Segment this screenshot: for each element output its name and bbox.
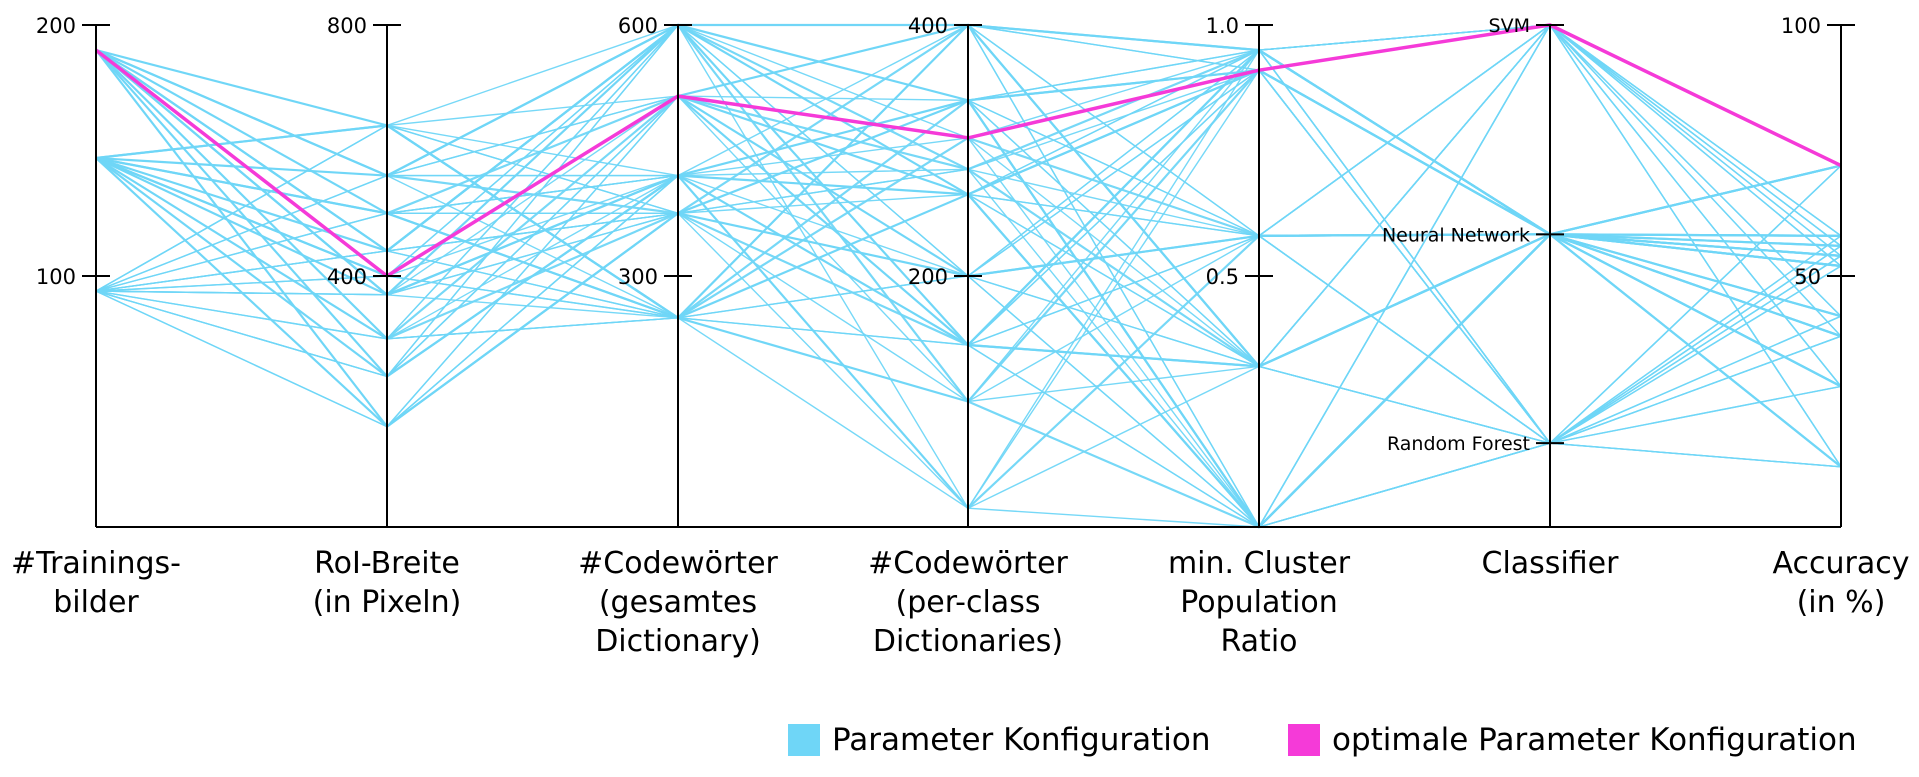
- tick-label: 800: [327, 14, 367, 38]
- category-label: SVM: [1489, 15, 1530, 37]
- axis-4: 400 200 #Codewörter (per-class Dictionaries): [868, 14, 1068, 659]
- tick-label: 100: [36, 265, 76, 289]
- category-label: Random Forest: [1387, 433, 1530, 455]
- legend-swatch: [1288, 724, 1320, 756]
- axis-title: Classifier: [1482, 546, 1620, 581]
- legend: Parameter Konfiguration optimale Paramete…: [788, 722, 1857, 758]
- tick-label: 400: [327, 265, 367, 289]
- tick-label: 100: [1781, 14, 1821, 38]
- axis-title: (in %): [1797, 585, 1886, 620]
- axes: 200 100 #Trainings-bilder 800 400 RoI-Breite (…: [11, 14, 1909, 659]
- legend-label: optimale Parameter Konfiguration: [1332, 722, 1857, 758]
- axis-title: (per-class: [896, 585, 1041, 620]
- tick-label: 300: [618, 265, 658, 289]
- legend-item: Parameter Konfiguration: [788, 722, 1211, 758]
- tick-label: 50: [1794, 265, 1821, 289]
- legend-label: Parameter Konfiguration: [832, 722, 1211, 758]
- axis-6: SVM Neural Network Random Forest Classifier: [1382, 15, 1619, 581]
- axis-title: Dictionary): [595, 624, 761, 659]
- axis-7: 100 50 Accuracy (in %): [1773, 14, 1910, 620]
- axis-3: 600 300 #Codewörter (gesamtes Dictionary): [578, 14, 778, 659]
- axis-title: RoI-Breite: [314, 546, 460, 581]
- tick-label: 1.0: [1206, 14, 1239, 38]
- tick-label: 200: [908, 265, 948, 289]
- axis-2: 800 400 RoI-Breite (in Pixeln): [313, 14, 462, 620]
- axis-1: 200 100 #Trainings-bilder: [11, 14, 181, 620]
- axis-title: (in Pixeln): [313, 585, 462, 620]
- legend-swatch: [788, 724, 820, 756]
- axis-title: #Codewörter: [578, 546, 778, 581]
- tick-label: 600: [618, 14, 658, 38]
- axis-title: min. Cluster: [1168, 546, 1351, 581]
- axis-title: Dictionaries): [873, 624, 1063, 659]
- legend-item: optimale Parameter Konfiguration: [1288, 722, 1857, 758]
- axis-title: Accuracy: [1773, 546, 1910, 581]
- category-label: Neural Network: [1382, 224, 1530, 246]
- axis-5: 1.0 0.5 min. Cluster Population Ratio: [1168, 14, 1351, 659]
- tick-label: 400: [908, 14, 948, 38]
- tick-label: 0.5: [1206, 265, 1239, 289]
- axis-title: Population: [1180, 585, 1338, 620]
- axis-title: bilder: [53, 585, 139, 620]
- axis-title: Ratio: [1220, 624, 1297, 659]
- axis-title: (gesamtes: [599, 585, 757, 620]
- axis-title: #Trainings-: [11, 546, 181, 581]
- axis-title: #Codewörter: [868, 546, 1068, 581]
- tick-label: 200: [36, 14, 76, 38]
